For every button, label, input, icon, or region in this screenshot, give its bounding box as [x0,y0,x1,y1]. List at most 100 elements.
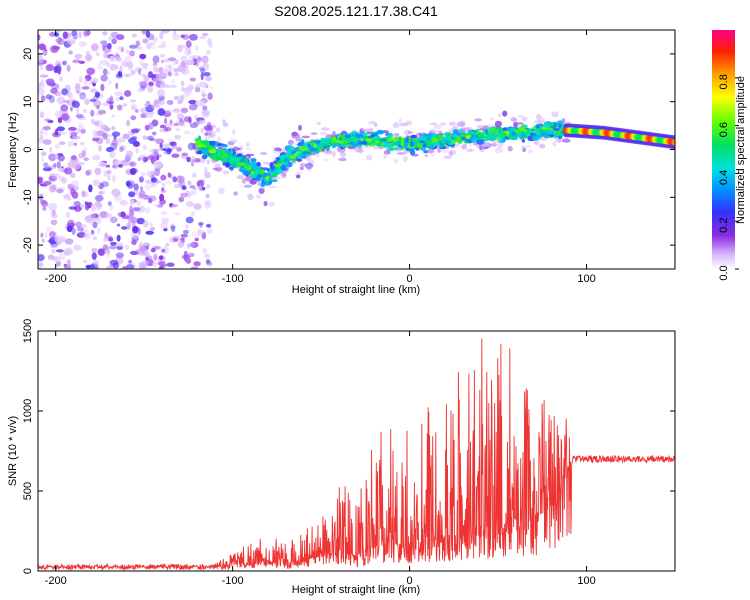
spectrogram-scatter-blob [246,142,250,147]
spectrogram-noise-blob [102,132,108,140]
spectrogram-noise-blob [48,184,57,193]
spectrogram-noise-blob [159,32,164,40]
spectrogram-scatter-blob [233,191,238,196]
spectrogram-noise-blob [138,60,143,64]
spectrogram-noise-blob [119,96,124,101]
spectrogram-scatter-blob [291,132,301,139]
x-tick-label: -100 [222,575,244,587]
spectrogram-noise-blob [122,103,128,107]
spectrogram-noise-blob [190,266,199,269]
spectrogram-signal-blob [229,148,234,155]
spectrogram-signal-blob [307,143,311,148]
spectrogram-scatter-blob [407,131,414,134]
spectrogram-noise-blob [191,159,194,167]
spectrogram-scatter-blob [232,129,236,136]
spectrogram-signal-blob [468,130,475,135]
spectrogram-noise-blob [156,180,163,184]
spectrogram-noise-blob [92,236,98,241]
spectrogram-noise-blob [185,224,189,230]
spectrogram-noise-blob [147,197,153,204]
spectrogram-y-axis-title: Frequency (Hz) [7,112,19,188]
spectrogram-noise-blob [157,45,164,49]
spectrogram-signal-blob [341,135,345,141]
spectrogram-noise-blob [64,238,74,245]
spectrogram-noise-blob [156,155,160,161]
spectrogram-noise-blob [39,74,49,78]
spectrogram-noise-blob [200,89,206,95]
spectrogram-scatter-blob [478,128,484,131]
spectrogram-noise-blob [65,211,71,218]
spectrogram-noise-blob [109,259,119,266]
spectrogram-scatter-blob [268,185,278,189]
spectrogram-noise-blob [143,74,150,83]
spectrogram-noise-blob [171,225,176,233]
spectrogram-noise-blob [191,172,197,178]
spectrogram-noise-blob [148,173,154,179]
spectrogram-scatter-blob [399,122,409,127]
spectrogram-scatter-blob [402,155,408,162]
spectrogram-noise-blob [124,90,132,97]
spectrogram-noise-blob [96,105,100,110]
spectrogram-signal-blob [393,147,399,151]
spectrogram-noise-blob [109,216,118,224]
spectrogram-noise-blob [103,238,109,242]
spectrogram-scatter-blob [369,127,373,131]
spectrogram-noise-blob [119,65,123,73]
spectrogram-noise-blob [151,103,160,110]
spectrogram-noise-blob [165,123,174,128]
spectrogram-noise-blob [142,38,149,44]
spectrogram-signal-blob [556,120,564,126]
spectrogram-noise-blob [57,67,61,75]
spectrogram-signal-blob [303,143,307,148]
snr-series-line [38,338,675,571]
spectrogram-noise-blob [127,61,134,70]
spectrogram-noise-blob [172,237,179,242]
spectrogram-noise-blob [207,92,213,100]
spectrogram-noise-blob [184,88,192,96]
spectrogram-noise-blob [138,190,146,198]
x-tick-label: -200 [45,273,67,285]
spectrogram-scatter-blob [397,152,405,155]
spectrogram-signal-blob [239,167,245,171]
spectrogram-noise-blob [75,221,82,228]
spectrogram-noise-blob [202,248,208,254]
spectrogram-noise-blob [62,31,68,39]
spectrogram-noise-blob [95,194,104,202]
spectrogram-scatter-blob [481,125,491,130]
spectrogram-noise-blob [145,230,154,235]
spectrogram-scatter-blob [524,144,532,149]
colorbar-gradient [712,30,735,269]
spectrogram-scatter-blob [478,145,483,150]
spectrogram-noise-blob [116,242,124,248]
spectrogram-noise-blob [129,161,137,168]
spectrogram-scatter-blob [473,142,478,146]
spectrogram-noise-blob [188,103,198,111]
spectrogram-scatter-blob [443,155,453,159]
spectrogram-noise-blob [111,188,121,197]
spectrogram-signal-blob [379,138,388,142]
spectrogram-signal-blob [422,143,427,148]
spectrogram-noise-blob [139,108,146,113]
spectrogram-noise-blob [104,70,111,76]
spectrogram-signal-blob [201,140,210,145]
spectrogram-noise-blob [89,98,97,102]
spectrogram-noise-blob [117,191,123,195]
spectrogram-noise-blob [159,124,166,129]
spectrogram-noise-blob [89,79,92,85]
spectrogram-noise-blob [185,258,192,264]
spectrogram-noise-blob [200,72,204,81]
spectrogram-noise-blob [181,68,186,74]
spectrogram-scatter-blob [494,120,502,128]
spectrogram-noise-blob [124,162,131,166]
spectrogram-noise-blob [78,41,87,47]
spectrogram-noise-blob [138,68,142,76]
spectrogram-signal-blob [460,133,466,137]
spectrogram-signal-blob [358,141,362,144]
spectrogram-signal-blob [403,142,409,148]
spectrogram-noise-blob [146,42,152,50]
spectrogram-scatter-blob [305,162,314,170]
spectrogram-noise-blob [71,155,77,160]
spectrogram-noise-blob [174,134,181,140]
spectrogram-signal-blob [550,122,555,127]
